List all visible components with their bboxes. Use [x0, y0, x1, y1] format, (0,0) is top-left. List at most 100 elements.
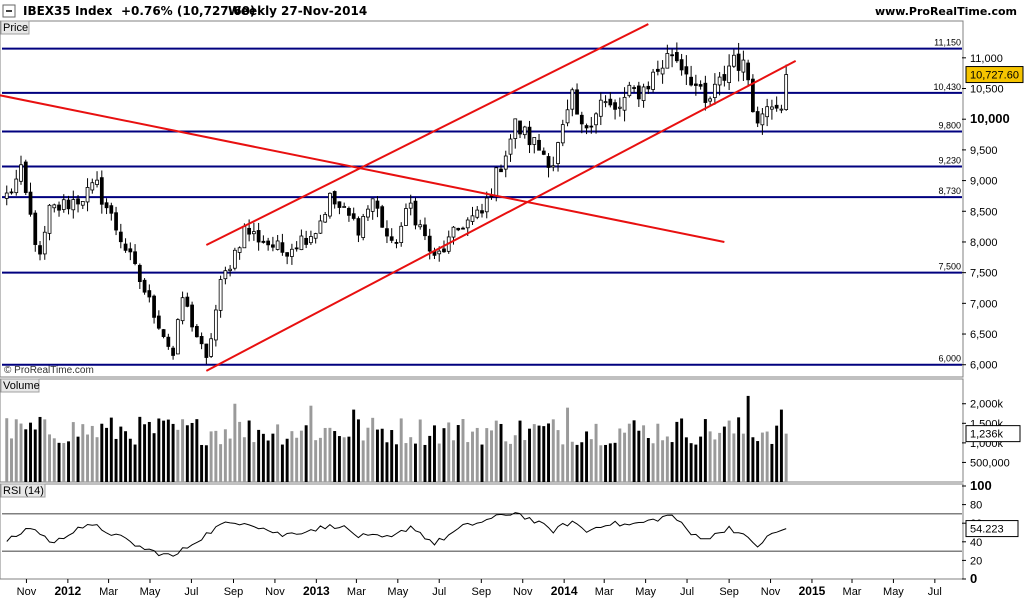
volume-bar [528, 428, 531, 482]
candle [328, 192, 332, 219]
rsi-panel-label: RSI (14) [3, 485, 44, 497]
copyright: © ProRealTime.com [4, 365, 94, 376]
volume-bar [147, 421, 151, 482]
last-volume-badge [965, 425, 1021, 443]
candle [584, 123, 589, 135]
volume-bar [413, 443, 417, 482]
volume-bar [157, 418, 161, 482]
volume-bar [242, 437, 246, 482]
volume-bar [718, 432, 722, 482]
volume-bar [537, 425, 541, 482]
candle [470, 206, 475, 225]
volume-bar [10, 438, 13, 482]
price-axis: 6,000 6,500 7,000 7,500 8,000 8,500 9,000 9,500… [962, 53, 1024, 372]
volume-bar [190, 422, 194, 482]
candle [351, 207, 356, 221]
volume-bar [475, 427, 479, 482]
candle [252, 222, 256, 241]
x-tick-label: Sep [224, 586, 244, 598]
x-tick-label: 2015 [799, 584, 826, 598]
x-tick-label: May [883, 586, 904, 598]
candle [47, 204, 52, 241]
header-date: 27-Nov-2014 [281, 4, 367, 18]
volume-bar [433, 425, 436, 482]
rsi-axis: 02040608010054.223 [962, 478, 1019, 586]
volume-bar [437, 443, 441, 482]
volume-bar [257, 429, 261, 482]
candle [61, 194, 66, 213]
candle [104, 198, 109, 215]
candle [408, 194, 413, 216]
candle [38, 240, 42, 261]
price-tick-label: 9,000 [970, 176, 998, 188]
volume-bar [523, 440, 527, 482]
x-tick-label: Nov [761, 586, 781, 598]
volume-bar [314, 440, 318, 482]
volume-bar [375, 429, 379, 482]
volume-bar [19, 423, 23, 482]
header-collapse-icon[interactable] [2, 4, 16, 18]
candle [370, 198, 375, 220]
volume-bar [309, 405, 313, 482]
candle [218, 275, 223, 318]
candle [261, 235, 266, 244]
volume-bars [5, 395, 788, 482]
volume-bar [328, 427, 332, 482]
candle [266, 237, 271, 251]
volume-bar [380, 428, 384, 482]
candle [304, 230, 309, 249]
x-tick-label: Nov [265, 586, 285, 598]
candle [185, 292, 190, 308]
x-tick-label: May [635, 586, 656, 598]
candle [128, 242, 133, 261]
header-change: +0.76% (10,727.60) [121, 4, 255, 18]
volume-bar [575, 444, 579, 482]
volume-bar [238, 421, 242, 482]
volume-bar [318, 437, 322, 482]
candle [66, 195, 71, 215]
candle [613, 99, 617, 120]
volume-bar [627, 423, 631, 482]
rsi-tick-label: 40 [970, 537, 982, 549]
price-panel-frame [0, 20, 964, 378]
candle [660, 60, 665, 84]
volume-bar [133, 444, 137, 482]
x-tick-label: 2014 [551, 584, 578, 598]
volume-bar [128, 438, 132, 482]
time-axis: Nov 2012 Mar May Jul Sep Nov 2013 Mar May Jul Sep No… [17, 579, 942, 598]
candle [670, 48, 674, 68]
volume-bar [181, 419, 185, 482]
volume-bar [618, 428, 622, 482]
price-tick-label: 7,500 [970, 268, 998, 280]
candle [275, 235, 280, 251]
volume-bar [200, 444, 204, 482]
last-volume-label: 1,236k [970, 429, 1004, 441]
volume-bar [166, 419, 170, 482]
volume-bar [171, 423, 175, 482]
rsi-plot [2, 512, 962, 557]
volume-bar [680, 418, 684, 482]
candle [736, 42, 741, 82]
price-tick-label: 6,000 [970, 360, 998, 372]
candle [770, 99, 774, 120]
volume-bar [589, 439, 593, 482]
candle [456, 227, 461, 232]
volume-bar [765, 431, 769, 482]
candle [774, 96, 779, 112]
candle [617, 97, 622, 117]
rsi-panel-frame [0, 483, 964, 580]
candle [594, 112, 598, 134]
candle [123, 238, 128, 253]
candle [689, 65, 693, 87]
volume-bar [466, 442, 470, 482]
x-tick-label: Sep [472, 586, 492, 598]
level-label-6: 6,000 [938, 354, 961, 364]
volume-bar [124, 431, 128, 482]
volume-bar [86, 434, 90, 482]
price-tick-label: 8,000 [970, 237, 998, 249]
candle [313, 232, 318, 244]
last-price-badge [965, 66, 1024, 84]
volume-bar [651, 443, 655, 482]
candle [565, 99, 570, 127]
level-label-5: 7,500 [938, 262, 961, 272]
